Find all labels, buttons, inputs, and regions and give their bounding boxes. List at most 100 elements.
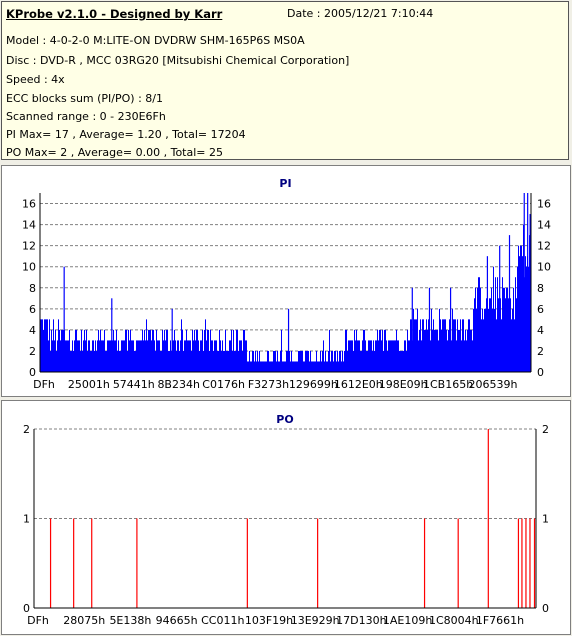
pi-bar <box>124 340 125 372</box>
pi-bar <box>52 340 53 372</box>
pi-bar <box>381 340 382 372</box>
pi-bar <box>281 329 282 372</box>
pi-bar <box>332 350 333 372</box>
pi-bar <box>477 287 478 372</box>
pi-bar <box>277 350 278 372</box>
pi-bar <box>137 340 138 372</box>
pi-bar <box>139 340 140 372</box>
pi-bar <box>436 329 437 372</box>
pi-bar <box>200 340 201 372</box>
y-tick-label-left: 12 <box>22 240 36 253</box>
pi-bar <box>261 361 262 372</box>
pi-bar <box>371 340 372 372</box>
pi-bar <box>309 361 310 372</box>
pi-bar <box>501 319 502 372</box>
pi-bar <box>441 329 442 372</box>
pi-bar <box>175 340 176 372</box>
x-tick-label: 129699h <box>289 378 338 391</box>
pi-bar <box>287 350 288 372</box>
pi-bar <box>68 340 69 372</box>
pi-bar <box>498 298 499 372</box>
pi-bar <box>247 361 248 372</box>
pi-bar <box>520 245 521 372</box>
pi-bar <box>195 340 196 372</box>
pi-bar <box>214 340 215 372</box>
pi-bar <box>327 361 328 372</box>
pi-bar <box>208 329 209 372</box>
pi-bar <box>143 340 144 372</box>
pi-bar <box>409 340 410 372</box>
pi-bar <box>138 340 139 372</box>
pi-bar <box>132 340 133 372</box>
pi-bar <box>250 361 251 372</box>
pi-bar <box>202 329 203 372</box>
pi-bar <box>330 361 331 372</box>
pi-bar <box>248 361 249 372</box>
pi-bar <box>253 350 254 372</box>
pi-bar <box>343 361 344 372</box>
pi-bar <box>350 340 351 372</box>
pi-bar <box>504 287 505 372</box>
pi-bar <box>467 329 468 372</box>
pi-bar <box>385 329 386 372</box>
pi-bar <box>129 340 130 372</box>
pi-bar <box>407 329 408 372</box>
pi-bar <box>428 319 429 372</box>
pi-bar <box>341 361 342 372</box>
pi-bar <box>400 350 401 372</box>
pi-bar <box>379 329 380 372</box>
pi-bar <box>393 340 394 372</box>
pi-bar <box>522 256 523 372</box>
pi-bar <box>92 340 93 372</box>
pi-bar <box>283 361 284 372</box>
pi-bar <box>241 340 242 372</box>
pi-spike <box>411 287 413 372</box>
pi-bar <box>149 329 150 372</box>
pi-bar <box>426 319 427 372</box>
pi-bar <box>361 350 362 372</box>
pi-bar <box>455 319 456 372</box>
pi-bar <box>422 319 423 372</box>
pi-bar <box>493 266 494 372</box>
pi-bar <box>308 350 309 372</box>
pi-bar <box>423 319 424 372</box>
y-tick-label-right: 1 <box>542 513 549 526</box>
pi-bar <box>73 350 74 372</box>
pi-bar <box>462 319 463 372</box>
pi-bar <box>89 340 90 372</box>
pi-bar <box>443 319 444 372</box>
pi-bar <box>59 329 60 372</box>
pi-bar <box>446 329 447 372</box>
range-line: Scanned range : 0 - 230E6Fh <box>6 110 166 123</box>
pi-bar <box>164 329 165 372</box>
pi-bar <box>44 319 45 372</box>
pi-bar <box>189 340 190 372</box>
y-tick-label-right: 10 <box>537 261 551 274</box>
pi-bar <box>237 329 238 372</box>
pi-bar <box>120 350 121 372</box>
pi-bar <box>245 340 246 372</box>
pi-bar <box>447 340 448 372</box>
x-tick-label: 8B234h <box>157 378 200 391</box>
pi-bar <box>286 350 287 372</box>
pi-bar <box>373 340 374 372</box>
pi-bar <box>398 340 399 372</box>
pi-bar <box>174 329 175 372</box>
pi-bar <box>418 340 419 372</box>
pi-bar <box>456 340 457 372</box>
pi-bar <box>211 340 212 372</box>
pi-bar <box>43 329 44 372</box>
pi-bar <box>235 350 236 372</box>
pi-bar <box>80 350 81 372</box>
pi-bar <box>193 340 194 372</box>
pi-bar <box>176 350 177 372</box>
pi-bar <box>62 329 63 372</box>
model-line: Model : 4-0-2-0 M:LITE-ON DVDRW SHM-165P… <box>6 34 305 47</box>
pi-bar <box>215 340 216 372</box>
pi-bar <box>157 340 158 372</box>
pi-bar <box>230 340 231 372</box>
pi-bar <box>185 340 186 372</box>
pi-bar <box>363 329 364 372</box>
pi-bar <box>375 340 376 372</box>
pi-bar <box>353 350 354 372</box>
